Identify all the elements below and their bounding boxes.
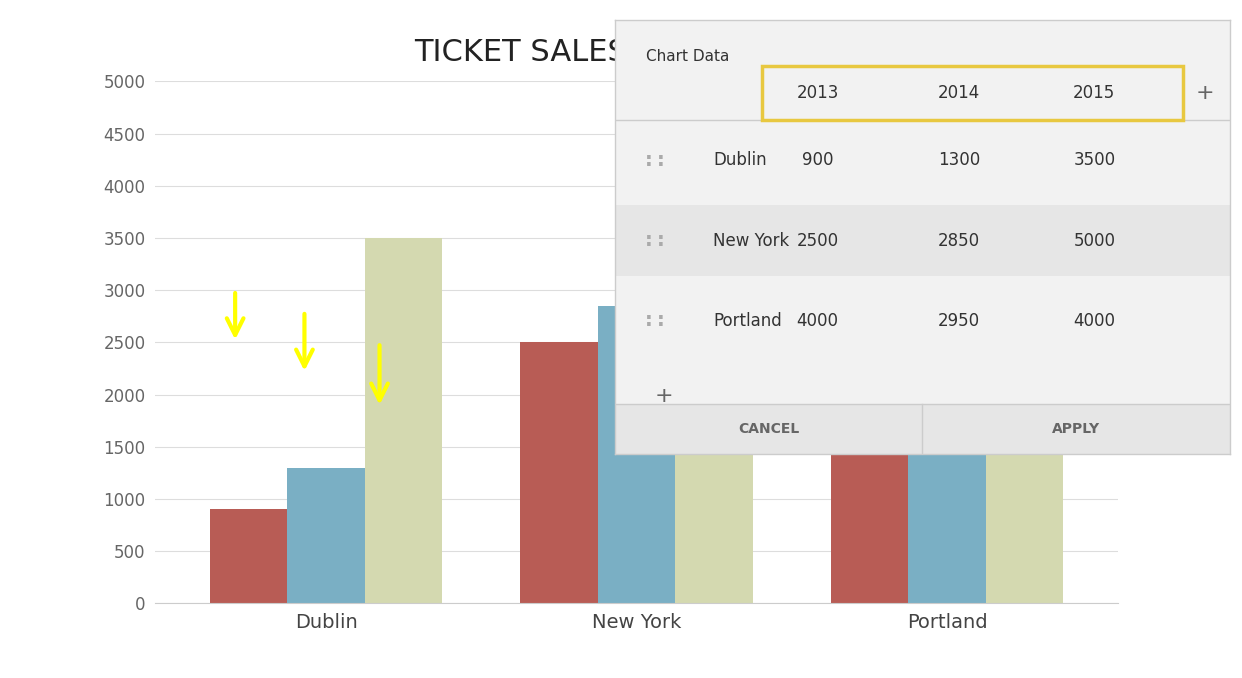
- Text: 4000: 4000: [796, 312, 838, 330]
- Text: 5000: 5000: [1073, 232, 1115, 250]
- Text: 3500: 3500: [1073, 151, 1115, 170]
- Text: +: +: [1196, 83, 1215, 103]
- Text: Chart Data: Chart Data: [646, 49, 729, 64]
- Bar: [831, 186, 908, 603]
- Text: 2013: 2013: [796, 84, 838, 102]
- Bar: [287, 468, 365, 603]
- Bar: [210, 509, 287, 603]
- Bar: [676, 81, 753, 603]
- Text: 1300: 1300: [938, 151, 980, 170]
- Text: :: :: [657, 151, 664, 170]
- Text: 4000: 4000: [1073, 312, 1115, 330]
- Text: APPLY: APPLY: [1052, 422, 1100, 437]
- Text: 2014: 2014: [938, 84, 980, 102]
- Text: :: :: [657, 231, 664, 250]
- Text: Dublin: Dublin: [713, 151, 766, 170]
- Text: :: :: [657, 311, 664, 330]
- Text: CANCEL: CANCEL: [738, 422, 799, 437]
- FancyBboxPatch shape: [615, 404, 1230, 454]
- Text: :: :: [645, 231, 652, 250]
- Text: 900: 900: [802, 151, 833, 170]
- Text: 2850: 2850: [938, 232, 980, 250]
- Bar: [986, 186, 1063, 603]
- Text: 2950: 2950: [938, 312, 980, 330]
- Title: TICKET SALES BY LOCATION (: TICKET SALES BY LOCATION (: [414, 37, 859, 66]
- Bar: [597, 306, 676, 603]
- Text: :: :: [645, 311, 652, 330]
- Bar: [520, 342, 597, 603]
- Text: Portland: Portland: [713, 312, 782, 330]
- Text: :: :: [645, 151, 652, 170]
- Text: New York: New York: [713, 232, 790, 250]
- FancyBboxPatch shape: [615, 205, 1230, 277]
- Text: 2500: 2500: [796, 232, 838, 250]
- Text: 2015: 2015: [1073, 84, 1115, 102]
- Bar: [365, 238, 442, 603]
- Bar: [908, 296, 986, 603]
- Text: +: +: [655, 386, 673, 405]
